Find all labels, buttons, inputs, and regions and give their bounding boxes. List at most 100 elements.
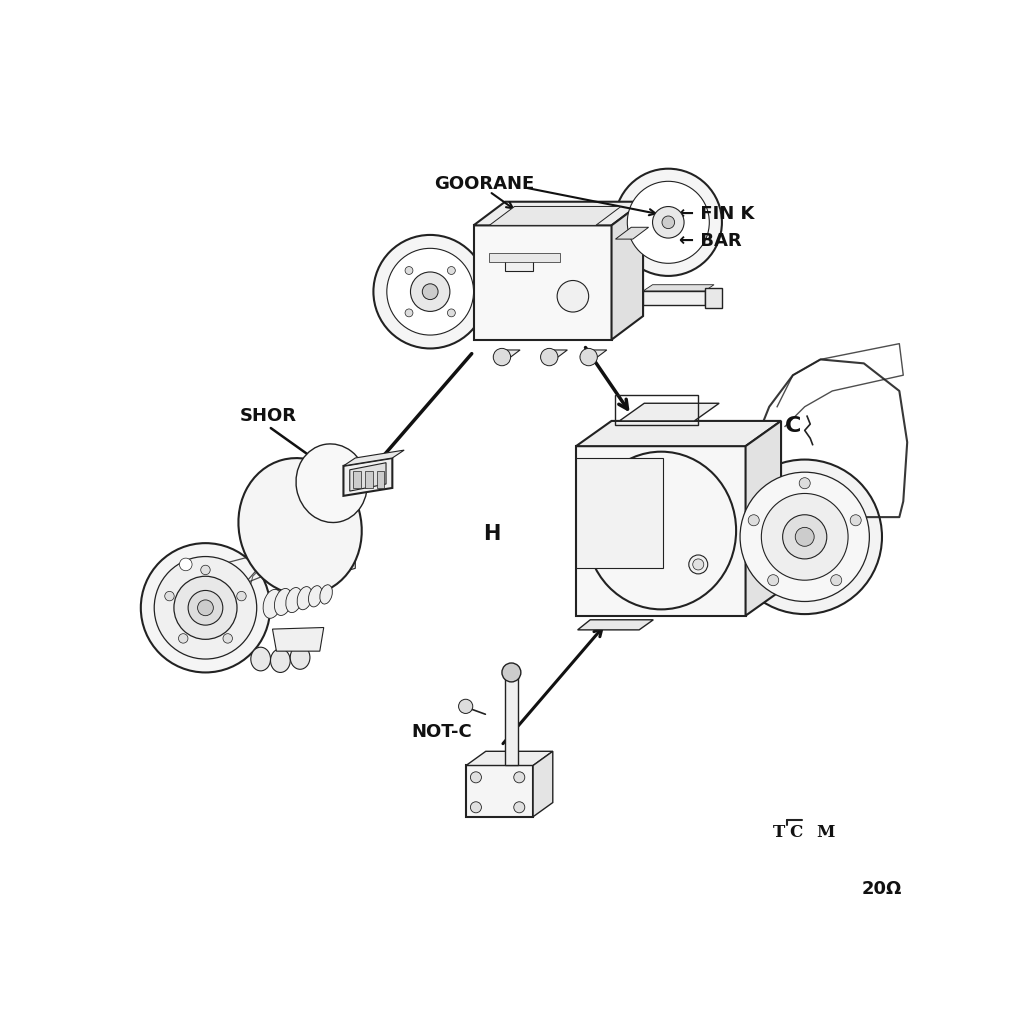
Circle shape xyxy=(374,234,487,348)
Polygon shape xyxy=(615,227,648,239)
Text: NOT-C: NOT-C xyxy=(412,723,472,740)
Polygon shape xyxy=(276,560,355,590)
Circle shape xyxy=(406,266,413,274)
Circle shape xyxy=(768,574,778,586)
Circle shape xyxy=(727,460,882,614)
Circle shape xyxy=(411,272,450,311)
Circle shape xyxy=(223,634,232,643)
Ellipse shape xyxy=(286,588,302,612)
Circle shape xyxy=(749,515,759,525)
Polygon shape xyxy=(578,620,653,630)
Text: C: C xyxy=(784,417,801,436)
Polygon shape xyxy=(350,463,386,492)
Text: SHOR: SHOR xyxy=(240,408,297,425)
Circle shape xyxy=(580,348,597,366)
Circle shape xyxy=(782,515,826,559)
Bar xyxy=(365,471,373,488)
Polygon shape xyxy=(580,350,607,357)
Ellipse shape xyxy=(270,649,290,673)
Circle shape xyxy=(470,772,481,782)
Polygon shape xyxy=(343,451,404,466)
Circle shape xyxy=(689,555,708,573)
Circle shape xyxy=(740,472,869,601)
Polygon shape xyxy=(505,675,518,766)
Circle shape xyxy=(514,802,525,813)
Text: C: C xyxy=(788,824,802,841)
Ellipse shape xyxy=(239,458,361,595)
Polygon shape xyxy=(577,446,745,615)
Polygon shape xyxy=(620,403,719,421)
Circle shape xyxy=(514,772,525,782)
Circle shape xyxy=(662,216,675,228)
Circle shape xyxy=(652,207,684,238)
Bar xyxy=(377,471,384,488)
Circle shape xyxy=(850,515,861,525)
Circle shape xyxy=(447,266,456,274)
Text: ← FIN K: ← FIN K xyxy=(679,205,754,222)
Polygon shape xyxy=(577,421,781,446)
Polygon shape xyxy=(541,350,567,357)
Ellipse shape xyxy=(290,646,310,670)
Text: e: e xyxy=(601,618,606,629)
Text: 20Ω: 20Ω xyxy=(862,881,902,898)
Circle shape xyxy=(178,634,188,643)
Circle shape xyxy=(693,559,703,570)
Circle shape xyxy=(155,557,257,659)
Polygon shape xyxy=(473,202,643,225)
Polygon shape xyxy=(466,766,534,817)
Polygon shape xyxy=(473,225,611,340)
Circle shape xyxy=(761,494,848,581)
Polygon shape xyxy=(343,458,392,496)
Circle shape xyxy=(387,249,473,335)
Text: ← BAR: ← BAR xyxy=(679,232,741,250)
Bar xyxy=(489,253,560,262)
Circle shape xyxy=(796,527,814,546)
Polygon shape xyxy=(643,285,714,291)
Bar xyxy=(505,255,532,271)
Circle shape xyxy=(174,577,237,639)
Text: H: H xyxy=(483,524,501,545)
Ellipse shape xyxy=(274,589,292,615)
Ellipse shape xyxy=(296,444,368,522)
Circle shape xyxy=(614,169,722,275)
Circle shape xyxy=(188,591,223,625)
Text: GOORANE: GOORANE xyxy=(434,175,535,193)
Polygon shape xyxy=(489,207,621,225)
Polygon shape xyxy=(611,202,643,340)
Circle shape xyxy=(799,478,810,488)
Circle shape xyxy=(141,543,270,673)
Ellipse shape xyxy=(263,590,282,618)
Bar xyxy=(577,458,663,568)
Bar xyxy=(615,395,698,425)
Circle shape xyxy=(502,663,521,682)
Circle shape xyxy=(557,281,589,312)
Polygon shape xyxy=(466,752,553,766)
Ellipse shape xyxy=(319,585,333,604)
Circle shape xyxy=(201,565,210,574)
Polygon shape xyxy=(643,291,705,305)
Polygon shape xyxy=(534,752,553,817)
Circle shape xyxy=(494,348,511,366)
Circle shape xyxy=(830,574,842,586)
Circle shape xyxy=(459,699,473,714)
Polygon shape xyxy=(272,628,324,651)
Circle shape xyxy=(406,309,413,316)
Ellipse shape xyxy=(308,586,323,607)
Polygon shape xyxy=(494,350,520,357)
Circle shape xyxy=(422,284,438,300)
Circle shape xyxy=(179,558,193,570)
Circle shape xyxy=(541,348,558,366)
Text: T: T xyxy=(773,824,785,841)
Circle shape xyxy=(237,592,246,601)
Ellipse shape xyxy=(297,587,312,609)
Ellipse shape xyxy=(251,647,270,671)
Circle shape xyxy=(165,592,174,601)
Polygon shape xyxy=(745,421,781,615)
Polygon shape xyxy=(705,288,722,308)
Circle shape xyxy=(628,181,710,263)
Circle shape xyxy=(470,802,481,813)
Circle shape xyxy=(447,309,456,316)
Circle shape xyxy=(198,600,213,615)
Bar xyxy=(353,471,360,488)
Text: M: M xyxy=(816,824,835,841)
